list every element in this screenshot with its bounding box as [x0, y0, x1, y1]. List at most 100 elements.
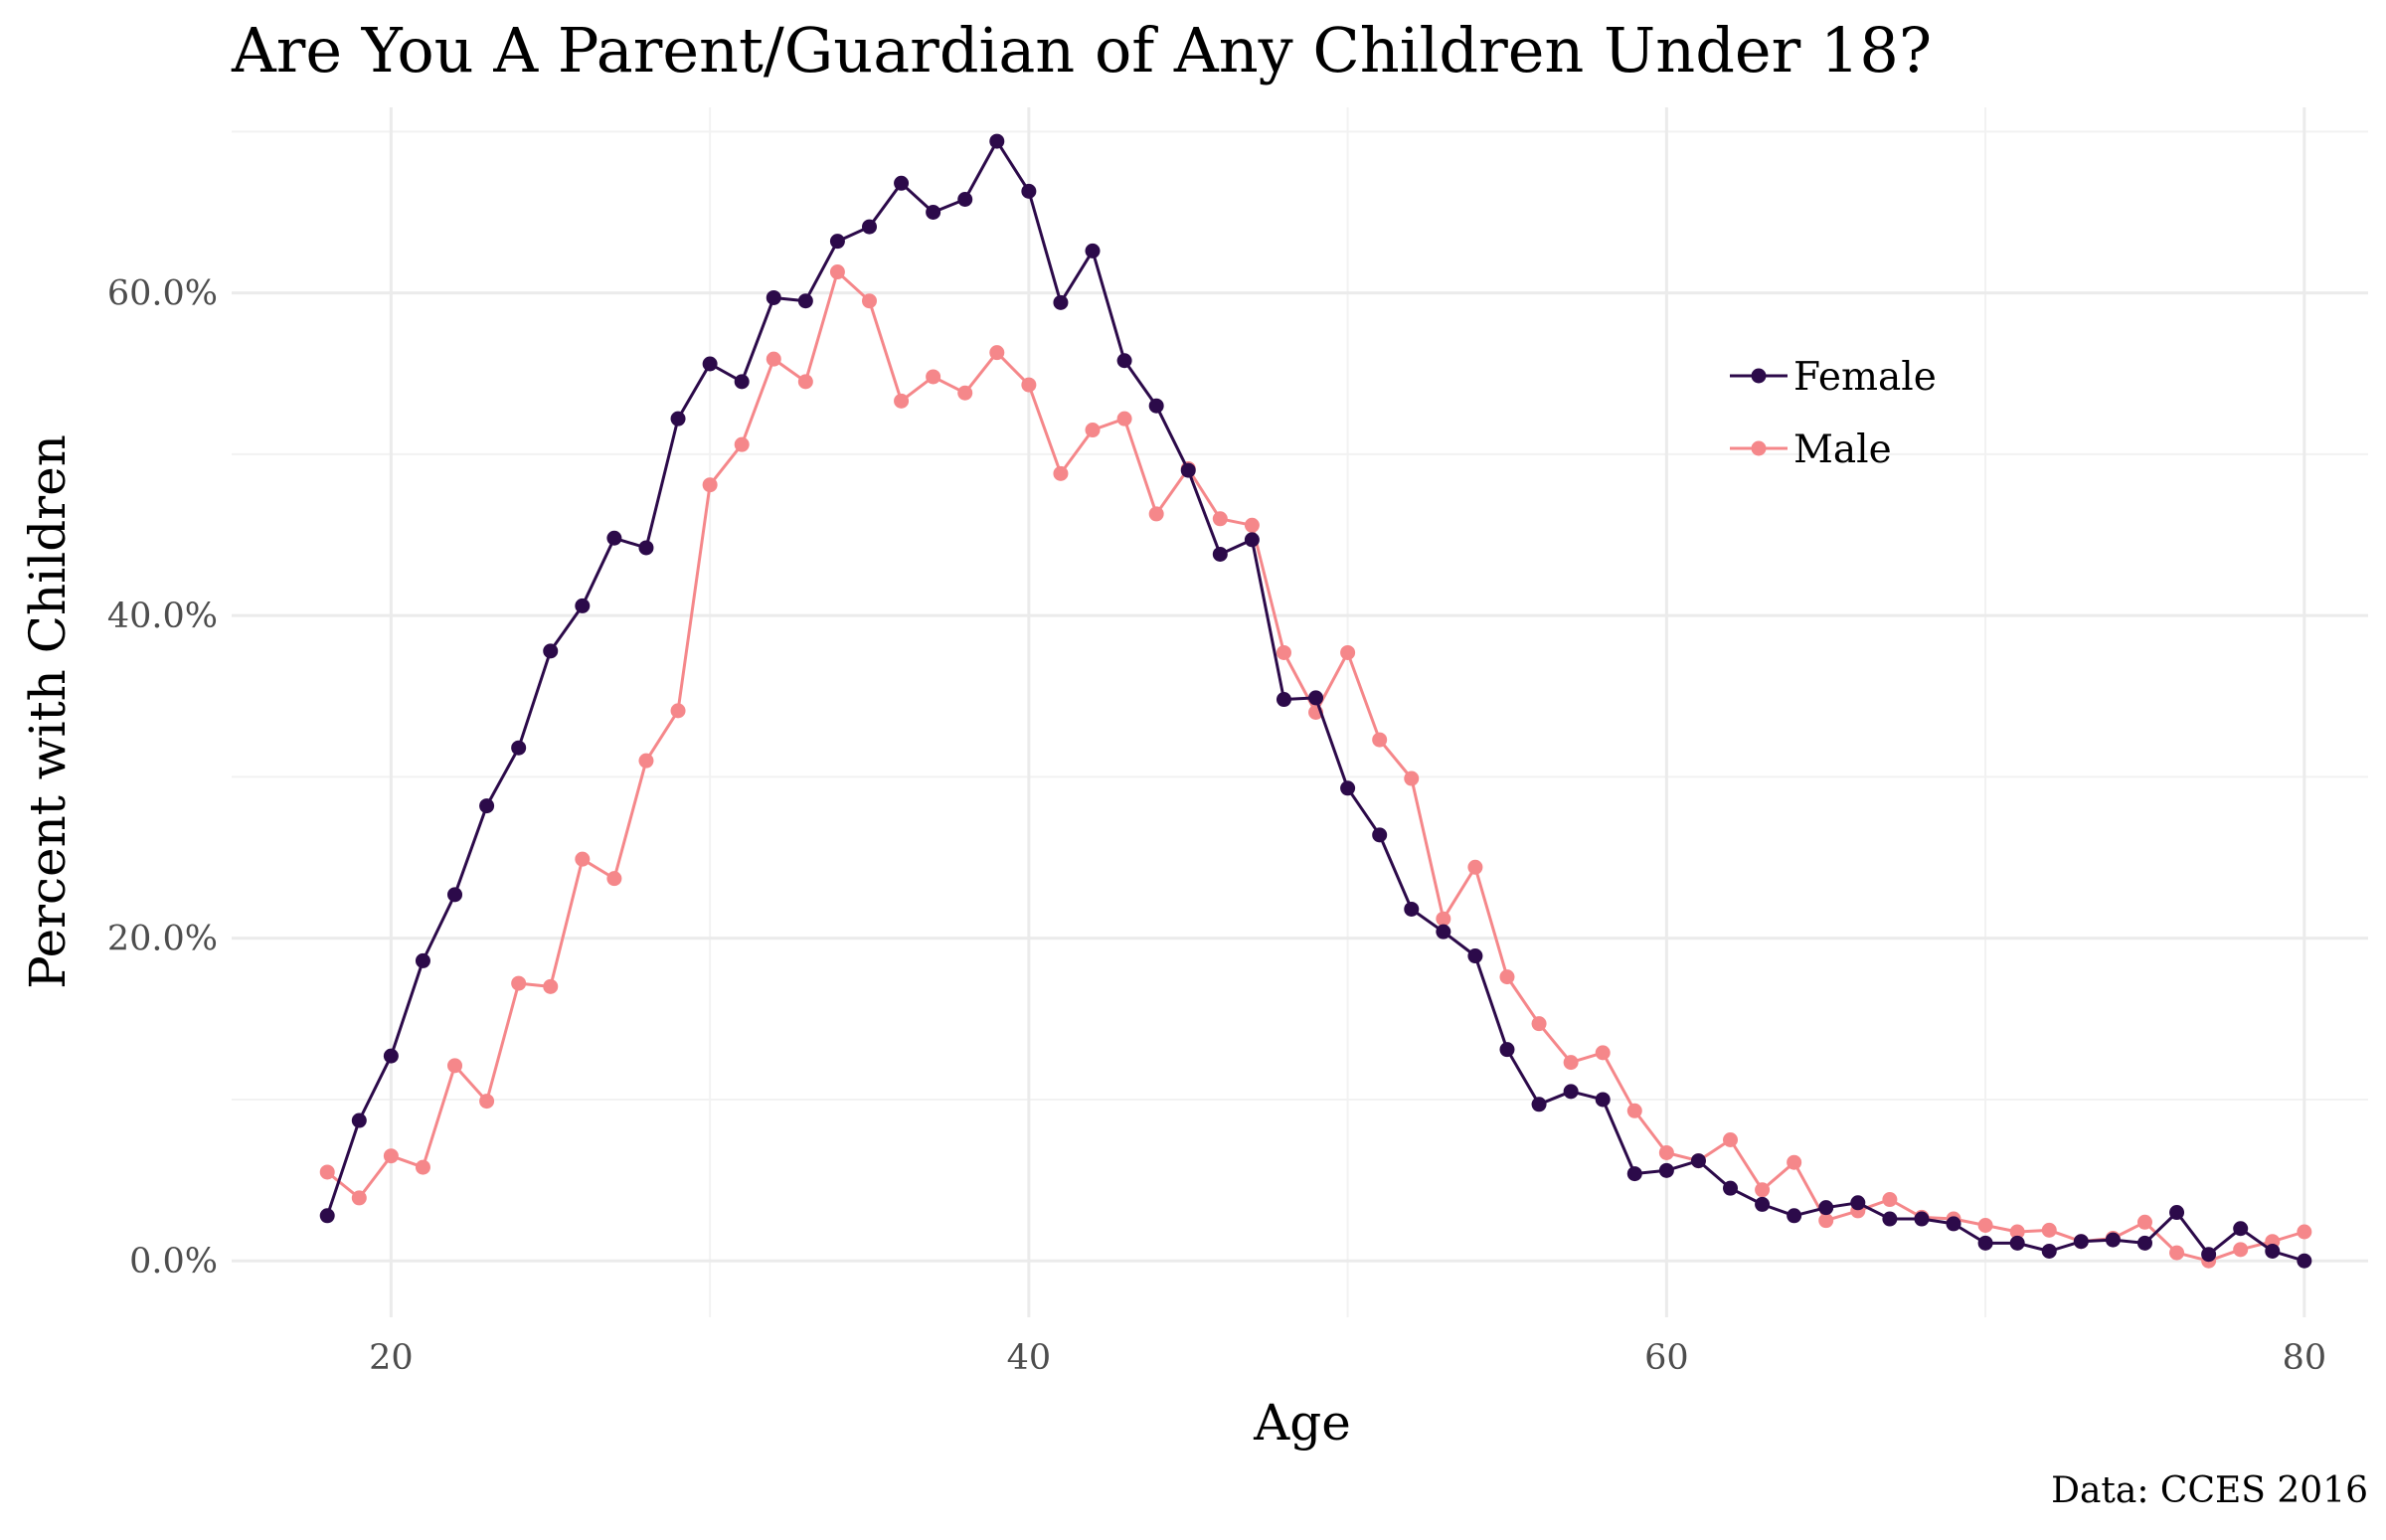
male-point: [2009, 1224, 2025, 1240]
female-point: [2073, 1234, 2089, 1250]
female-point: [638, 540, 654, 556]
male-point: [957, 385, 973, 401]
male-point: [1787, 1154, 1802, 1170]
y-tick-label: 20.0%: [107, 920, 218, 959]
female-point: [1626, 1166, 1642, 1182]
male-point: [1372, 732, 1388, 748]
female-point: [351, 1112, 367, 1128]
male-point: [1658, 1144, 1674, 1160]
female-point: [926, 204, 941, 220]
male-point: [2136, 1214, 2152, 1230]
female-point: [797, 293, 813, 309]
legend-key-point: [1751, 368, 1767, 384]
male-point: [1755, 1182, 1771, 1198]
female-point: [2169, 1205, 2185, 1221]
male-point: [1021, 377, 1037, 393]
female-point: [1404, 901, 1420, 917]
female-point: [1850, 1195, 1866, 1211]
x-axis-title: Age: [1253, 1394, 1351, 1452]
male-point: [1212, 511, 1228, 527]
female-point: [511, 740, 527, 756]
male-series: [319, 264, 2312, 1269]
female-point: [1212, 546, 1228, 562]
male-point: [1436, 911, 1451, 927]
male-point: [861, 293, 877, 309]
male-point: [797, 374, 813, 390]
male-point: [479, 1094, 495, 1110]
caption: Data: CCES 2016: [2051, 1470, 2368, 1511]
female-point: [2105, 1232, 2121, 1248]
female-point: [1372, 827, 1388, 843]
female-point: [1340, 780, 1356, 796]
female-point: [1563, 1084, 1579, 1100]
x-tick-label: 40: [1007, 1338, 1052, 1378]
female-point: [1148, 398, 1164, 414]
female-point: [1658, 1162, 1674, 1178]
y-tick-label: 60.0%: [107, 274, 218, 314]
female-point: [1308, 690, 1324, 706]
female-point: [2041, 1243, 2057, 1259]
female-point: [989, 133, 1005, 149]
female-point: [1914, 1211, 1930, 1227]
female-point: [415, 952, 430, 968]
male-point: [2233, 1242, 2249, 1258]
y-tick-label: 40.0%: [107, 597, 218, 636]
male-point: [2041, 1222, 2057, 1238]
chart-title: Are You A Parent/Guardian of Any Childre…: [231, 14, 1932, 86]
male-point: [1404, 770, 1420, 786]
series-layer: [319, 133, 2312, 1269]
female-point: [734, 374, 750, 390]
y-axis-title: Percent with Children: [19, 434, 77, 989]
grid: [232, 107, 2368, 1317]
male-point: [1116, 411, 1132, 427]
male-point: [638, 753, 654, 769]
female-point: [319, 1208, 335, 1224]
male-point: [829, 264, 845, 280]
female-point: [1531, 1097, 1547, 1112]
male-point: [351, 1190, 367, 1206]
female-point: [575, 598, 591, 613]
female-point: [606, 530, 622, 546]
male-point: [383, 1148, 399, 1164]
female-point: [1946, 1216, 1961, 1232]
male-point: [766, 351, 781, 367]
x-axis-tick-labels: 20 40 60 80: [369, 1338, 2326, 1378]
male-point: [670, 703, 686, 719]
x-tick-label: 60: [1644, 1338, 1689, 1378]
female-point: [543, 643, 559, 659]
female-point: [479, 798, 495, 814]
female-point: [670, 411, 686, 427]
female-point: [1690, 1153, 1706, 1169]
legend-label: Female: [1793, 355, 1937, 400]
y-axis-tick-labels: 0.0% 20.0% 40.0% 60.0%: [107, 274, 218, 1283]
female-point: [1053, 294, 1069, 310]
x-tick-label: 80: [2283, 1338, 2327, 1378]
female-point: [383, 1048, 399, 1064]
male-point: [1053, 465, 1069, 481]
female-point: [1116, 353, 1132, 369]
legend-key-point: [1751, 440, 1767, 456]
male-point: [1882, 1192, 1898, 1208]
male-point: [1977, 1218, 1993, 1234]
male-point: [1818, 1213, 1834, 1229]
female-point: [1595, 1092, 1611, 1108]
female-point: [447, 887, 463, 903]
female-point: [1021, 183, 1037, 199]
male-point: [926, 369, 941, 385]
female-point: [1085, 243, 1101, 258]
x-tick-label: 20: [369, 1338, 414, 1378]
female-point: [2233, 1221, 2249, 1237]
female-series: [319, 133, 2312, 1269]
female-point: [766, 289, 781, 305]
legend: Female Male: [1730, 355, 1937, 472]
female-point: [2009, 1235, 2025, 1251]
female-point: [2201, 1247, 2217, 1263]
male-point: [1148, 506, 1164, 522]
male-point: [702, 477, 718, 493]
male-point: [2169, 1245, 2185, 1261]
male-point: [734, 436, 750, 452]
male-point: [606, 871, 622, 887]
male-point: [447, 1058, 463, 1074]
male-point: [1085, 423, 1101, 438]
